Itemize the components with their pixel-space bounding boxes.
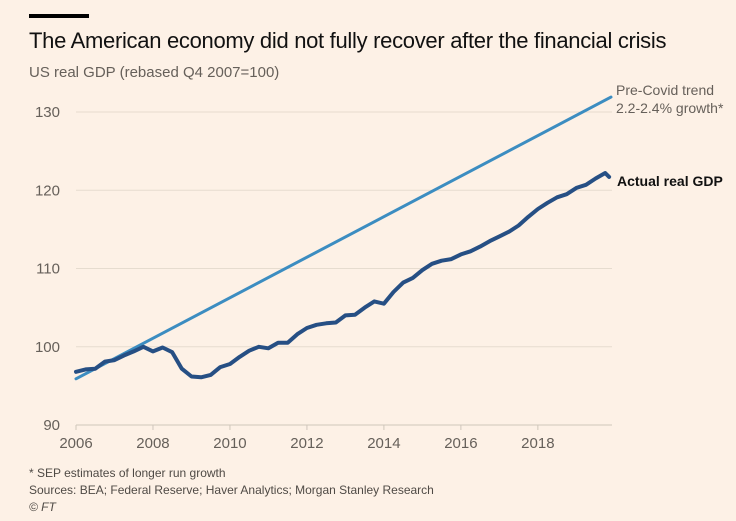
- series-line-actual-real-gdp: [74, 171, 612, 380]
- copyright: © FT: [29, 500, 56, 514]
- footnote: * SEP estimates of longer run growth: [29, 466, 226, 480]
- x-tick-label-2008: 2008: [136, 435, 169, 452]
- x-tick-label-2016: 2016: [444, 435, 477, 452]
- trend-label-line-2: 2.2-2.4% growth*: [616, 100, 724, 116]
- y-tick-label-100: 100: [35, 339, 60, 356]
- x-tick-label-2012: 2012: [290, 435, 323, 452]
- trend-label-line-1: Pre-Covid trend: [616, 82, 714, 98]
- series-line-pre-covid-trend: [74, 95, 613, 381]
- chart-title: The American economy did not fully recov…: [29, 28, 667, 53]
- x-tick-label-2006: 2006: [59, 435, 92, 452]
- y-tick-label-110: 110: [36, 261, 60, 278]
- x-tick-label-2018: 2018: [521, 435, 554, 452]
- y-tick-label-130: 130: [35, 104, 60, 121]
- sources: Sources: BEA; Federal Reserve; Haver Ana…: [29, 483, 434, 497]
- gridlines: [76, 111, 612, 426]
- series-labels: Pre-Covid trend 2.2-2.4% growth* Actual re…: [616, 82, 724, 189]
- x-tick-label-2014: 2014: [367, 435, 400, 452]
- series-lines: [74, 95, 613, 381]
- x-axis: 2006 2008 2010 2012 2014 2016 2018: [59, 425, 555, 452]
- chart-subtitle: US real GDP (rebased Q4 2007=100): [29, 64, 280, 81]
- y-tick-label-90: 90: [43, 417, 60, 434]
- y-axis: 90 100 110 120 130: [35, 104, 60, 434]
- y-tick-label-120: 120: [35, 182, 60, 199]
- actual-label: Actual real GDP: [617, 173, 723, 189]
- ft-brand-bar: [29, 14, 89, 18]
- x-tick-label-2010: 2010: [213, 435, 246, 452]
